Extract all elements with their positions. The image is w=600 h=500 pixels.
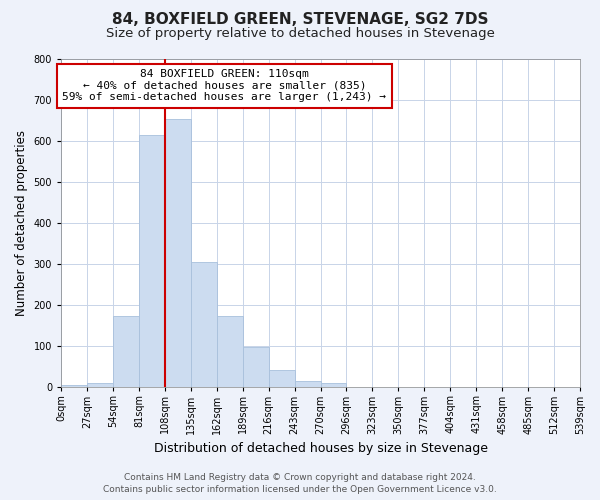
Text: Size of property relative to detached houses in Stevenage: Size of property relative to detached ho…	[106, 28, 494, 40]
Bar	[139, 135, 165, 388]
Bar	[320, 383, 346, 388]
Bar	[191, 262, 217, 388]
X-axis label: Distribution of detached houses by size in Stevenage: Distribution of detached houses by size …	[154, 442, 488, 455]
Bar	[217, 316, 243, 388]
Bar	[113, 316, 139, 388]
Bar	[295, 381, 320, 388]
Text: 84, BOXFIELD GREEN, STEVENAGE, SG2 7DS: 84, BOXFIELD GREEN, STEVENAGE, SG2 7DS	[112, 12, 488, 28]
Bar	[243, 347, 269, 388]
Bar	[346, 386, 373, 388]
Bar	[269, 370, 295, 388]
Bar	[87, 383, 113, 388]
Bar	[165, 118, 191, 388]
Text: 84 BOXFIELD GREEN: 110sqm
← 40% of detached houses are smaller (835)
59% of semi: 84 BOXFIELD GREEN: 110sqm ← 40% of detac…	[62, 70, 386, 102]
Y-axis label: Number of detached properties: Number of detached properties	[15, 130, 28, 316]
Bar	[61, 386, 87, 388]
Text: Contains HM Land Registry data © Crown copyright and database right 2024.
Contai: Contains HM Land Registry data © Crown c…	[103, 472, 497, 494]
Bar	[398, 386, 424, 388]
